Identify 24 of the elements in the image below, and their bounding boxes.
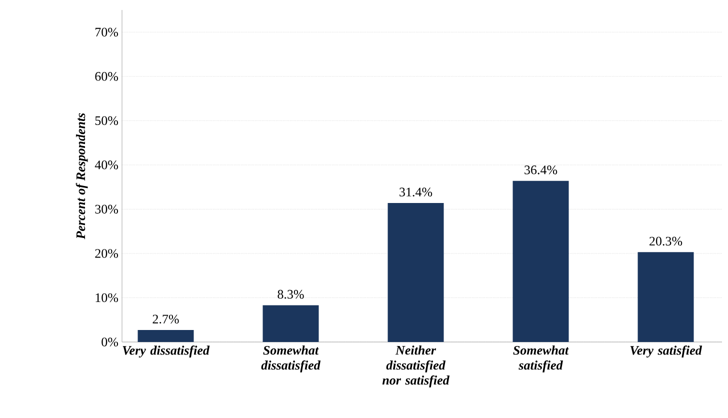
bar: [512, 180, 569, 342]
y-tick-label: 10%: [96, 293, 118, 302]
data-label: 36.4%: [524, 166, 558, 174]
data-label: 8.3%: [278, 290, 304, 299]
data-label: 31.4%: [400, 188, 432, 196]
x-tick-label: Very dissatisfied: [122, 346, 210, 358]
x-tick-label: Somewhat dissatisfied: [261, 346, 321, 372]
x-tick-label: Somewhat satisfied: [513, 346, 569, 372]
y-tick-label: 20%: [95, 249, 118, 258]
y-tick-label: 0%: [102, 338, 118, 346]
bar: [388, 203, 444, 342]
bar: [638, 252, 694, 342]
y-tick-label: 50%: [95, 116, 118, 126]
bar: [262, 305, 319, 342]
y-tick-label: 60%: [95, 72, 118, 81]
y-tick-label: 30%: [95, 204, 118, 214]
data-label: 20.3%: [650, 236, 682, 246]
bar: [138, 330, 194, 342]
x-tick-label: Neither dissatisfied nor satisfied: [382, 346, 450, 388]
y-tick-label: 70%: [96, 28, 118, 37]
x-tick-label: Very satisfied: [630, 346, 702, 358]
data-label: 2.7%: [152, 314, 179, 324]
y-axis-title: Percent of Respondents: [76, 113, 88, 240]
y-tick-label: 40%: [94, 160, 118, 170]
